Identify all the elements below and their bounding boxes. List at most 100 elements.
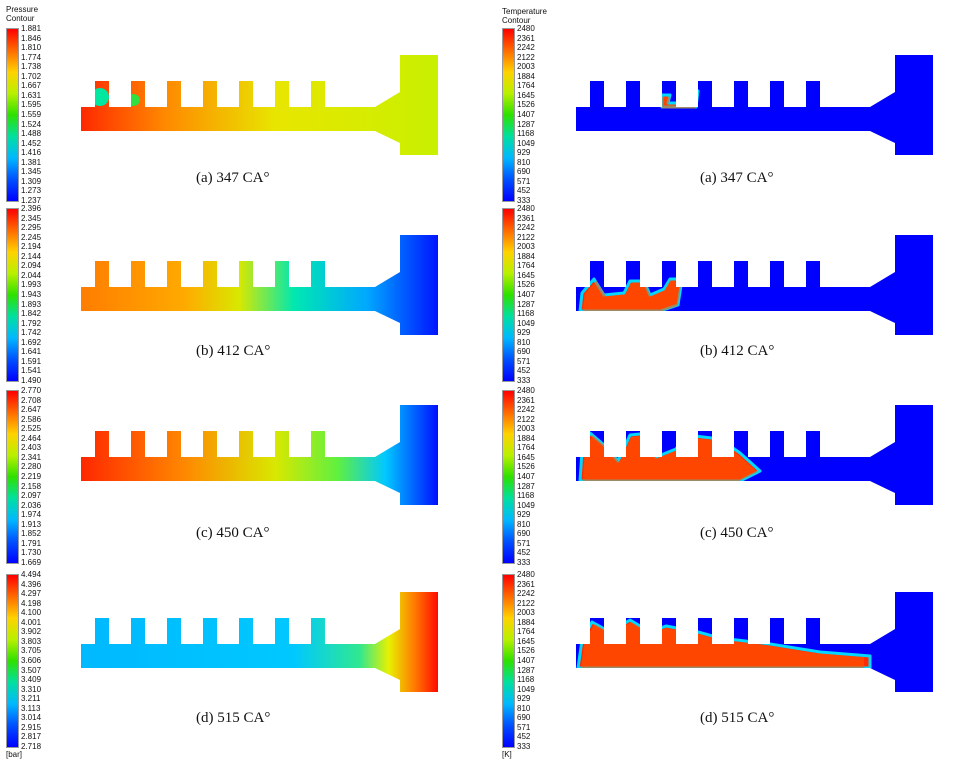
tick-label: 1526 — [517, 646, 535, 656]
tick-label: 1.490 — [21, 376, 42, 385]
tick-label: 1168 — [517, 491, 535, 501]
tick-label: 452 — [517, 366, 531, 376]
tick-label: 1645 — [517, 90, 535, 100]
pressure-caption-2: (b) 412 CA° — [196, 343, 271, 359]
tick-label: 1.842 — [21, 309, 42, 319]
tick-label: 1.631 — [21, 90, 42, 100]
tick-label: 2.280 — [21, 462, 42, 472]
tick-label: 1.993 — [21, 280, 42, 290]
tick-label: 2361 — [517, 579, 535, 589]
tick-label: 2242 — [517, 589, 535, 599]
tick-label: 2480 — [517, 24, 535, 33]
tick-label: 3.705 — [21, 646, 42, 656]
tick-label: 2480 — [517, 204, 535, 213]
tick-label: 1526 — [517, 462, 535, 472]
tick-label: 1.730 — [21, 548, 42, 558]
tick-label: 1764 — [517, 443, 535, 453]
tick-label: 1.852 — [21, 529, 42, 539]
tick-label: 1.595 — [21, 100, 42, 110]
tick-label: 690 — [517, 713, 531, 723]
tick-label: 2480 — [517, 570, 535, 579]
tick-label: 1.381 — [21, 157, 42, 167]
temperature-unit: [K] — [502, 750, 512, 759]
tick-label: 2.044 — [21, 270, 42, 280]
tick-label: 571 — [517, 722, 531, 732]
pressure-colorbar-3 — [6, 390, 19, 564]
tick-label: 2480 — [517, 386, 535, 395]
tick-label: 2003 — [517, 608, 535, 618]
tick-label: 2242 — [517, 405, 535, 415]
tick-label: 2.770 — [21, 386, 42, 395]
pressure-colorbar-2 — [6, 208, 19, 382]
tick-label: 1884 — [517, 617, 535, 627]
tick-label: 1.974 — [21, 510, 42, 520]
tick-label: 1.641 — [21, 347, 42, 357]
tick-label: 571 — [517, 176, 531, 186]
tick-label: 4.297 — [21, 589, 42, 599]
tick-label: 1764 — [517, 261, 535, 271]
temperature-geometry-4 — [576, 592, 933, 692]
tick-label: 1049 — [517, 500, 535, 510]
tick-label: 1049 — [517, 684, 535, 694]
temperature-colorbar-2 — [502, 208, 515, 382]
tick-label: 452 — [517, 732, 531, 742]
tick-label: 333 — [517, 558, 531, 567]
tick-label: 1764 — [517, 81, 535, 91]
tick-label: 1.416 — [21, 148, 42, 158]
tick-label: 810 — [517, 337, 531, 347]
tick-label: 333 — [517, 376, 531, 385]
tick-label: 929 — [517, 510, 531, 520]
tick-label: 1407 — [517, 472, 535, 481]
pressure-caption-3: (c) 450 CA° — [196, 525, 270, 541]
tick-label: 1645 — [517, 636, 535, 646]
tick-label: 1168 — [517, 309, 535, 319]
tick-label: 2122 — [517, 52, 535, 62]
tick-label: 1287 — [517, 299, 535, 309]
temperature-geometry-2 — [576, 235, 933, 335]
tick-label: 1884 — [517, 433, 535, 443]
tick-label: 1168 — [517, 675, 535, 685]
tick-label: 929 — [517, 328, 531, 338]
tick-label: 1049 — [517, 318, 535, 328]
tick-label: 3.803 — [21, 636, 42, 646]
tick-label: 2122 — [517, 598, 535, 608]
pressure-geometry-4 — [81, 592, 438, 692]
tick-label: 1.524 — [21, 119, 42, 129]
tick-label: 1884 — [517, 251, 535, 261]
tick-label: 1.452 — [21, 138, 42, 148]
temperature-caption-4: (d) 515 CA° — [700, 710, 775, 726]
tick-label: 2.718 — [21, 742, 42, 751]
tick-label: 2361 — [517, 33, 535, 43]
tick-label: 2122 — [517, 414, 535, 424]
tick-label: 2242 — [517, 43, 535, 53]
tick-label: 1407 — [517, 656, 535, 665]
tick-label: 1.669 — [21, 558, 42, 567]
pressure-geometry-3 — [81, 405, 438, 505]
tick-label: 3.211 — [21, 694, 41, 704]
tick-label: 3.310 — [21, 684, 42, 694]
tick-label: 1.488 — [21, 129, 42, 139]
pressure-unit: [bar] — [6, 750, 23, 759]
temperature-colorbar-1 — [502, 28, 515, 202]
tick-label: 1884 — [517, 71, 535, 81]
tick-label: 2003 — [517, 62, 535, 72]
pressure-contour-title: Pressure Contour — [6, 5, 39, 23]
tick-label: 3.014 — [21, 713, 42, 723]
tick-label: 1.345 — [21, 167, 42, 177]
temperature-geometry-3 — [576, 405, 933, 505]
tick-label: 810 — [517, 519, 531, 529]
pressure-colorbar-4 — [6, 574, 19, 748]
temperature-geometry-1 — [576, 55, 933, 155]
tick-label: 571 — [517, 356, 531, 366]
tick-label: 690 — [517, 347, 531, 357]
tick-label: 2.295 — [21, 223, 42, 233]
tick-label: 2122 — [517, 232, 535, 242]
pressure-geometry-2 — [81, 235, 438, 335]
tick-label: 1.738 — [21, 62, 42, 72]
tick-label: 1.692 — [21, 337, 42, 347]
temperature-caption-3: (c) 450 CA° — [700, 525, 774, 541]
tick-label: 3.902 — [21, 627, 42, 637]
tick-label: 1.702 — [21, 71, 42, 81]
tick-label: 2.158 — [21, 481, 42, 491]
tick-label: 810 — [517, 703, 531, 713]
